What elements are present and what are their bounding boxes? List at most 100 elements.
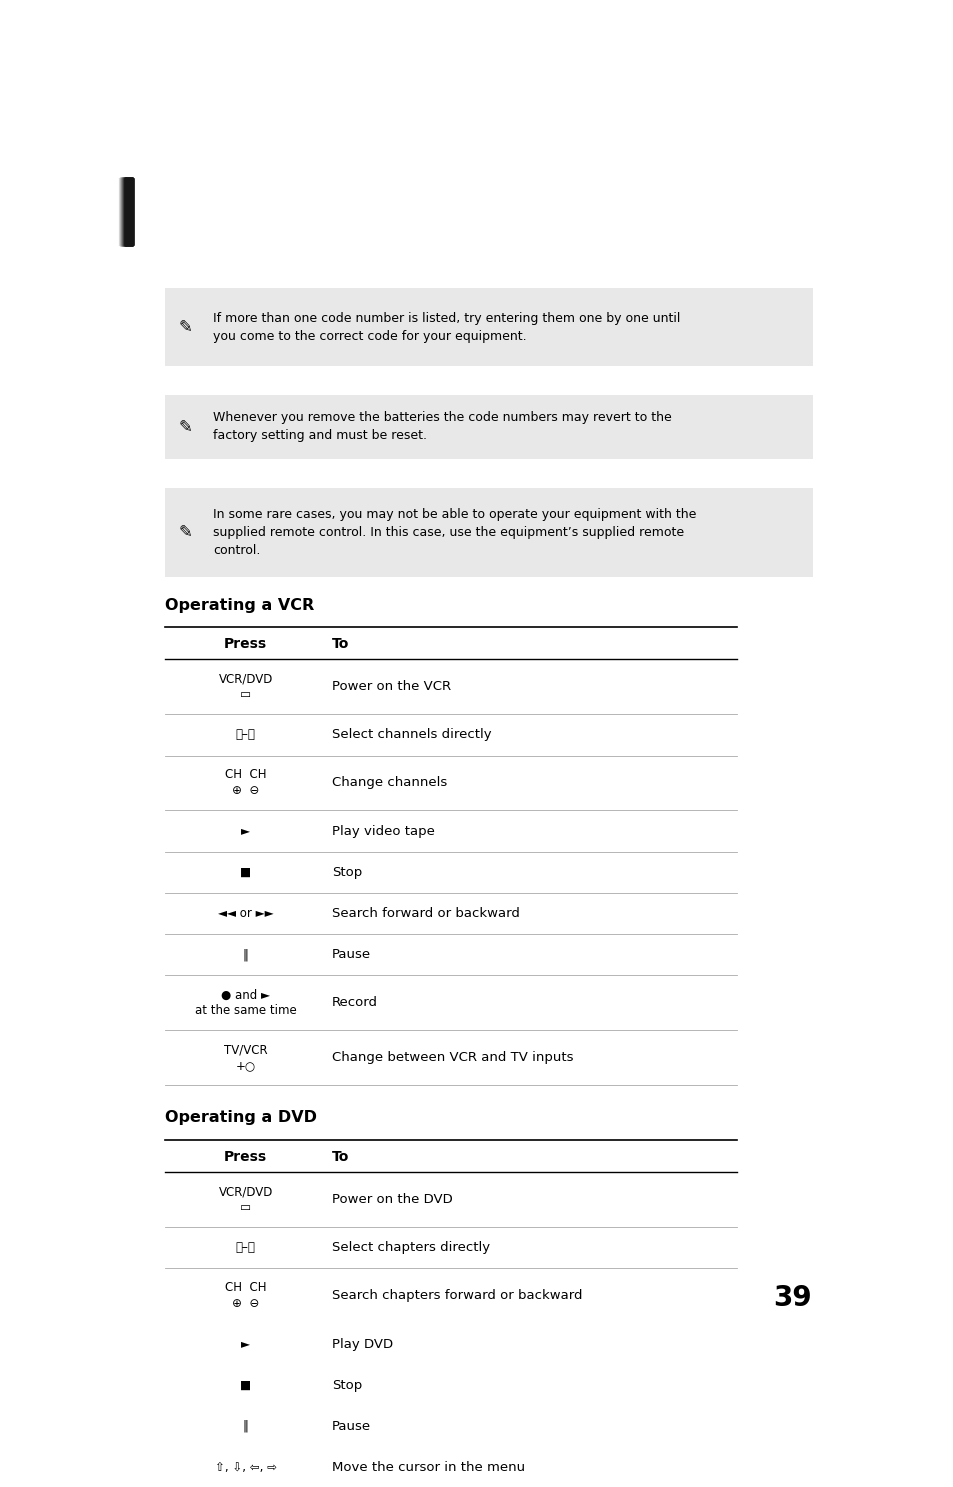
Bar: [120, 178, 128, 245]
Bar: [124, 178, 132, 245]
Bar: [123, 178, 131, 245]
Text: Press: Press: [224, 1151, 267, 1164]
Bar: [125, 178, 132, 245]
Bar: [119, 178, 127, 245]
Bar: [121, 178, 129, 245]
Text: Other Information: Other Information: [661, 202, 828, 220]
Bar: [120, 178, 128, 245]
Bar: [124, 178, 132, 245]
Bar: [123, 178, 131, 245]
Bar: [125, 178, 132, 245]
Text: Record: Record: [332, 996, 377, 1010]
Text: Play DVD: Play DVD: [332, 1337, 393, 1350]
Bar: [122, 178, 130, 245]
Bar: [123, 178, 131, 245]
Text: Power on the VCR: Power on the VCR: [332, 681, 451, 693]
Text: VCR/DVD
▭: VCR/DVD ▭: [218, 1185, 273, 1215]
Bar: [122, 178, 130, 245]
Bar: [123, 178, 131, 245]
Bar: [124, 178, 132, 245]
Text: ‖: ‖: [242, 1420, 249, 1433]
FancyBboxPatch shape: [165, 396, 812, 459]
FancyBboxPatch shape: [165, 488, 812, 577]
Bar: [122, 178, 130, 245]
Bar: [120, 178, 128, 245]
Bar: [125, 178, 132, 245]
Bar: [125, 178, 132, 245]
Bar: [124, 178, 132, 245]
Bar: [122, 178, 130, 245]
Text: ⓞ–⒮: ⓞ–⒮: [235, 1242, 255, 1255]
Bar: [120, 178, 128, 245]
Bar: [120, 178, 128, 245]
Bar: [119, 178, 127, 245]
Text: Pause: Pause: [332, 949, 371, 961]
Bar: [121, 178, 129, 245]
Bar: [124, 178, 132, 245]
Bar: [125, 178, 132, 245]
Bar: [123, 178, 131, 245]
Bar: [124, 178, 132, 245]
Text: In some rare cases, you may not be able to operate your equipment with the
suppl: In some rare cases, you may not be able …: [213, 507, 696, 556]
Bar: [125, 178, 132, 245]
Bar: [122, 178, 130, 245]
Bar: [120, 178, 128, 245]
Bar: [120, 178, 128, 245]
Bar: [125, 178, 132, 245]
Bar: [124, 178, 132, 245]
Text: Select channels directly: Select channels directly: [332, 729, 492, 742]
Bar: [124, 178, 132, 245]
Bar: [120, 178, 128, 245]
Text: 39: 39: [772, 1285, 810, 1312]
Text: TV/VCR
+○: TV/VCR +○: [224, 1044, 267, 1072]
FancyBboxPatch shape: [165, 288, 812, 366]
Text: ‖: ‖: [242, 949, 249, 961]
Bar: [119, 178, 127, 245]
Text: Stop: Stop: [332, 1378, 362, 1392]
Bar: [125, 178, 132, 245]
Text: To: To: [332, 1151, 349, 1164]
Bar: [122, 178, 130, 245]
Bar: [124, 178, 132, 245]
Bar: [119, 178, 127, 245]
Bar: [124, 178, 132, 245]
Bar: [124, 178, 132, 245]
Bar: [121, 178, 129, 245]
Bar: [122, 178, 130, 245]
Bar: [120, 178, 128, 245]
Bar: [124, 178, 132, 245]
Bar: [123, 178, 131, 245]
Bar: [123, 178, 131, 245]
Bar: [120, 178, 128, 245]
Text: Operating a DVD: Operating a DVD: [165, 1111, 316, 1126]
Bar: [124, 178, 132, 245]
Bar: [122, 178, 130, 245]
Bar: [122, 178, 130, 245]
Text: ►: ►: [241, 825, 250, 837]
Text: If more than one code number is listed, try entering them one by one until
you c: If more than one code number is listed, …: [213, 312, 679, 343]
Bar: [122, 178, 131, 245]
Text: CH  CH
⊕  ⊖: CH CH ⊕ ⊖: [225, 1282, 266, 1310]
Bar: [124, 178, 132, 245]
Bar: [119, 178, 127, 245]
Text: ■: ■: [240, 1378, 251, 1392]
Bar: [122, 178, 130, 245]
Text: ● and ►
at the same time: ● and ► at the same time: [194, 989, 296, 1017]
Bar: [122, 178, 130, 245]
Bar: [119, 178, 127, 245]
Bar: [119, 178, 127, 245]
Text: Move the cursor in the menu: Move the cursor in the menu: [332, 1462, 525, 1474]
Bar: [122, 178, 130, 245]
Bar: [123, 178, 131, 245]
Bar: [124, 178, 132, 245]
Bar: [121, 178, 129, 245]
Text: Power on the DVD: Power on the DVD: [332, 1193, 453, 1206]
Text: Play video tape: Play video tape: [332, 825, 435, 837]
Bar: [124, 178, 132, 245]
Bar: [122, 178, 130, 245]
Text: VCR/DVD
▭: VCR/DVD ▭: [218, 672, 273, 702]
Bar: [121, 178, 129, 245]
Bar: [121, 178, 129, 245]
Bar: [120, 178, 128, 245]
Bar: [120, 178, 128, 245]
